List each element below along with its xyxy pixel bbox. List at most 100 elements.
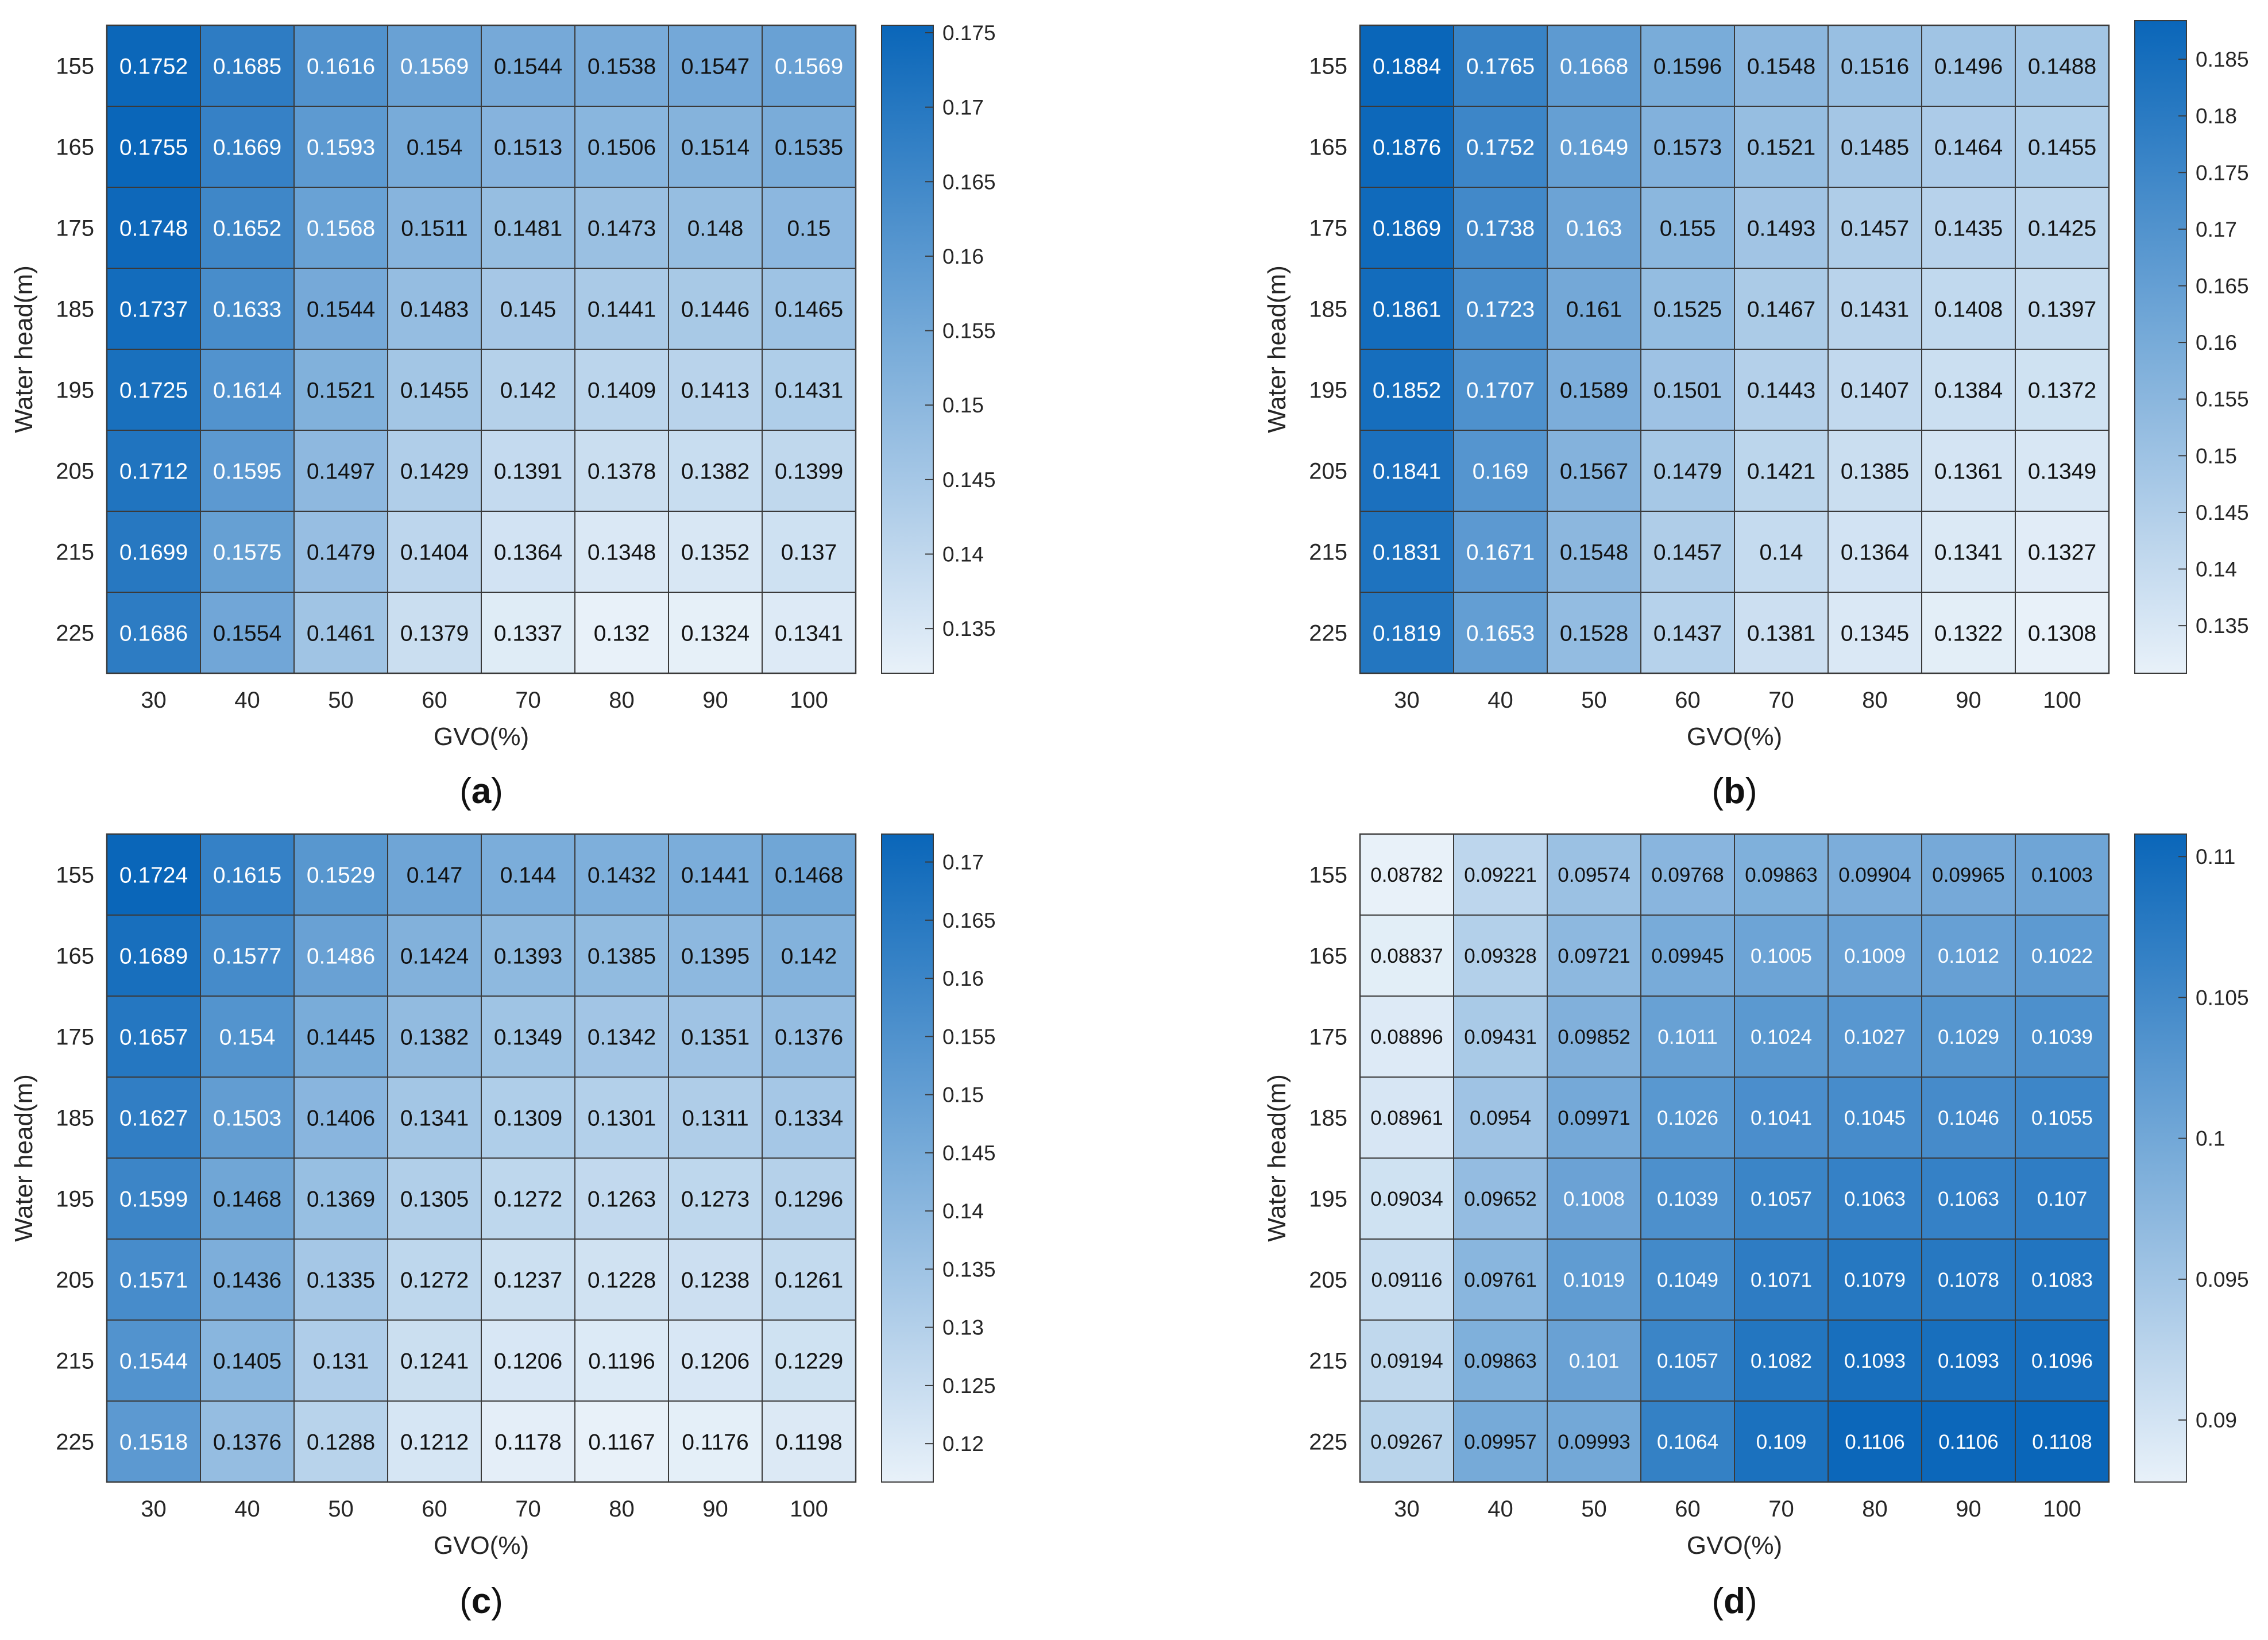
cell-value-label: 0.1461 bbox=[307, 622, 375, 646]
x-axis-label: GVO(%) bbox=[1687, 723, 1782, 751]
cell-value-label: 0.1513 bbox=[494, 136, 562, 160]
cell-value-label: 0.1657 bbox=[119, 1025, 188, 1050]
colorbar-tick-label: 0.17 bbox=[942, 96, 984, 119]
cell-value-label: 0.1514 bbox=[681, 136, 749, 160]
heatmap-frame bbox=[106, 833, 857, 1483]
x-tick-label: 90 bbox=[702, 1496, 728, 1522]
x-tick-label: 60 bbox=[422, 1496, 447, 1522]
cell-value-label: 0.1652 bbox=[213, 217, 281, 241]
panel-caption: (b) bbox=[1711, 771, 1757, 811]
cell-value-label: 0.155 bbox=[1660, 217, 1716, 241]
heatmap-cell bbox=[1734, 511, 1829, 593]
y-tick-label: 165 bbox=[1309, 944, 1347, 969]
cell-value-label: 0.1241 bbox=[400, 1349, 469, 1374]
cell-value-label: 0.1406 bbox=[307, 1106, 375, 1131]
cell-value-label: 0.1748 bbox=[119, 217, 188, 241]
cell-value-label: 0.1569 bbox=[400, 55, 469, 79]
colorbar-tick-label: 0.15 bbox=[942, 393, 984, 417]
heatmap-cell bbox=[1453, 511, 1548, 593]
cell-value-label: 0.1483 bbox=[400, 298, 469, 322]
caption-paren-open: ( bbox=[1711, 1581, 1724, 1621]
heatmap-cell bbox=[1921, 592, 2016, 674]
x-tick-label: 30 bbox=[141, 688, 167, 713]
cell-value-label: 0.1511 bbox=[401, 217, 467, 241]
cell-value-label: 0.15 bbox=[787, 217, 831, 241]
cell-value-label: 0.142 bbox=[781, 944, 837, 969]
heatmap-cell bbox=[1640, 1400, 1735, 1483]
heatmap-cell bbox=[1734, 914, 1829, 997]
y-tick-label: 185 bbox=[56, 1106, 94, 1131]
heatmap-panel-c: 0.1724 0.1615 0.1529 0.147 0.144 0.1432 0.1441… bbox=[10, 833, 996, 1621]
cell-value-label: 0.1548 bbox=[1747, 55, 1815, 79]
colorbar-tick-label: 0.145 bbox=[2196, 501, 2249, 524]
cell-value-label: 0.1395 bbox=[681, 944, 749, 969]
cell-value-label: 0.1876 bbox=[1373, 136, 1441, 160]
cell-value-label: 0.1376 bbox=[213, 1430, 281, 1455]
cell-value-label: 0.1322 bbox=[1934, 622, 2003, 646]
panel-caption: (a) bbox=[459, 771, 503, 811]
cell-value-label: 0.1078 bbox=[1938, 1269, 1999, 1291]
cell-value-label: 0.1671 bbox=[1466, 541, 1535, 565]
heatmap-cell bbox=[574, 430, 669, 512]
cell-value-label: 0.1082 bbox=[1751, 1350, 1812, 1372]
cell-value-label: 0.1669 bbox=[213, 136, 281, 160]
heatmap-cell bbox=[200, 1076, 295, 1159]
x-tick-label: 80 bbox=[609, 1496, 635, 1522]
x-tick-label: 50 bbox=[328, 1496, 354, 1522]
x-tick-label: 50 bbox=[1581, 1496, 1607, 1522]
cell-value-label: 0.1393 bbox=[494, 944, 562, 969]
cell-value-label: 0.1369 bbox=[307, 1187, 375, 1212]
cell-value-label: 0.1577 bbox=[213, 944, 281, 969]
cell-value-label: 0.1528 bbox=[1560, 622, 1628, 646]
colorbar-tick-label: 0.165 bbox=[2196, 275, 2249, 298]
cell-value-label: 0.109 bbox=[1756, 1431, 1807, 1453]
y-tick-label: 155 bbox=[56, 863, 94, 888]
heatmap-cell bbox=[1547, 592, 1641, 674]
cell-value-label: 0.1003 bbox=[2031, 864, 2093, 886]
cell-value-label: 0.1569 bbox=[775, 55, 843, 79]
cell-value-label: 0.09945 bbox=[1651, 945, 1724, 967]
heatmap-cell bbox=[293, 1400, 388, 1483]
cell-value-label: 0.09652 bbox=[1464, 1188, 1537, 1210]
heatmap-cell bbox=[1640, 914, 1735, 997]
heatmap-cell bbox=[200, 1319, 295, 1402]
heatmap-cell bbox=[387, 106, 482, 188]
heatmap-cell bbox=[1827, 914, 1922, 997]
heatmap-cell bbox=[762, 106, 856, 188]
cell-value-label: 0.1376 bbox=[775, 1025, 843, 1050]
caption-paren-open: ( bbox=[459, 1581, 472, 1621]
heatmap-cell bbox=[2015, 1319, 2109, 1402]
heatmap-cell bbox=[1921, 268, 2016, 350]
heatmap-cell bbox=[1734, 1238, 1829, 1321]
cell-value-label: 0.1457 bbox=[1653, 541, 1722, 565]
x-tick-label: 80 bbox=[1862, 1496, 1888, 1522]
colorbar-tick-label: 0.155 bbox=[2196, 388, 2249, 411]
caption-paren-close: ) bbox=[1745, 771, 1757, 811]
heatmap-cell bbox=[2015, 1076, 2109, 1159]
heatmap-cell bbox=[2015, 1157, 2109, 1240]
heatmap-cell bbox=[762, 1238, 856, 1321]
colorbar-tick-label: 0.14 bbox=[942, 543, 984, 566]
cell-value-label: 0.1516 bbox=[1841, 55, 1909, 79]
heatmap-cell bbox=[387, 833, 482, 916]
heatmap-cell bbox=[200, 1400, 295, 1483]
cell-value-label: 0.1349 bbox=[2028, 460, 2096, 484]
cell-value-label: 0.1296 bbox=[775, 1187, 843, 1212]
colorbar bbox=[2134, 20, 2187, 674]
cell-value-label: 0.1005 bbox=[1751, 945, 1812, 967]
cell-value-label: 0.1273 bbox=[681, 1187, 749, 1212]
heatmap-cell bbox=[1359, 1157, 1454, 1240]
heatmap-cell bbox=[293, 995, 388, 1078]
y-axis-label: Water head(m) bbox=[10, 1074, 38, 1242]
cell-value-label: 0.1455 bbox=[400, 379, 469, 403]
x-axis-label: GVO(%) bbox=[434, 1531, 529, 1560]
cell-value-label: 0.1723 bbox=[1466, 298, 1535, 322]
cell-value-label: 0.1529 bbox=[307, 863, 375, 888]
heatmap-cell bbox=[1734, 995, 1829, 1078]
cell-value-label: 0.1404 bbox=[400, 541, 469, 565]
cell-value-label: 0.1544 bbox=[119, 1349, 188, 1374]
x-tick-label: 90 bbox=[702, 688, 728, 713]
cell-value-label: 0.09721 bbox=[1558, 945, 1631, 967]
panel-caption: (d) bbox=[1711, 1581, 1757, 1621]
heatmap-cell bbox=[1547, 914, 1641, 997]
